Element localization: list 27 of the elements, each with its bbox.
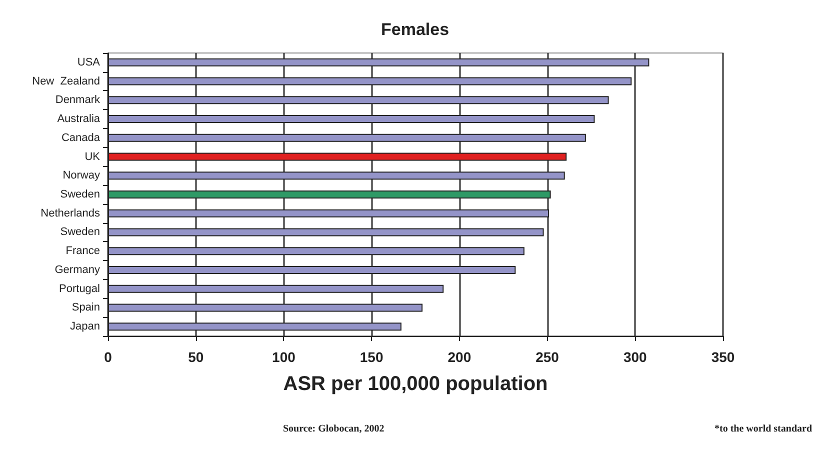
y-tick-label: USA: [77, 56, 101, 68]
x-tick-label: 100: [272, 349, 296, 365]
y-tick-label: Netherlands: [40, 207, 100, 220]
x-tick-label: 200: [448, 349, 472, 365]
x-tick-label: 250: [536, 349, 560, 365]
y-tick-label: France: [66, 245, 100, 258]
y-tick-label: Canada: [61, 132, 101, 144]
y-tick-label: Germany: [54, 264, 100, 276]
x-tick-label: 350: [711, 349, 735, 365]
y-tick-label: Spain: [72, 302, 100, 314]
y-tick-label: Denmark: [55, 94, 100, 106]
text: *to the world standard: [714, 424, 812, 434]
chart-title: Females: [380, 20, 450, 39]
x-tick-label: 150: [360, 349, 384, 365]
y-tick-label: Sweden: [60, 226, 100, 238]
x-tick-label: 0: [104, 349, 112, 365]
x-tick-label: 50: [188, 349, 204, 365]
y-tick-label: Portugal: [59, 282, 100, 295]
y-tick-label: Australia: [57, 113, 101, 126]
y-tick-label: New Zealand: [32, 75, 100, 88]
source-note: Source: Globocan, 2002: [283, 424, 384, 434]
x-tick-label: 300: [623, 349, 648, 365]
y-tick-label: Japan: [70, 320, 100, 333]
x-axis-title: ASR per 100,000 population: [283, 373, 548, 395]
y-tick-label: Sweden: [60, 188, 100, 200]
y-tick-label: Norway: [62, 170, 100, 182]
y-tick-label: UK: [84, 150, 101, 163]
